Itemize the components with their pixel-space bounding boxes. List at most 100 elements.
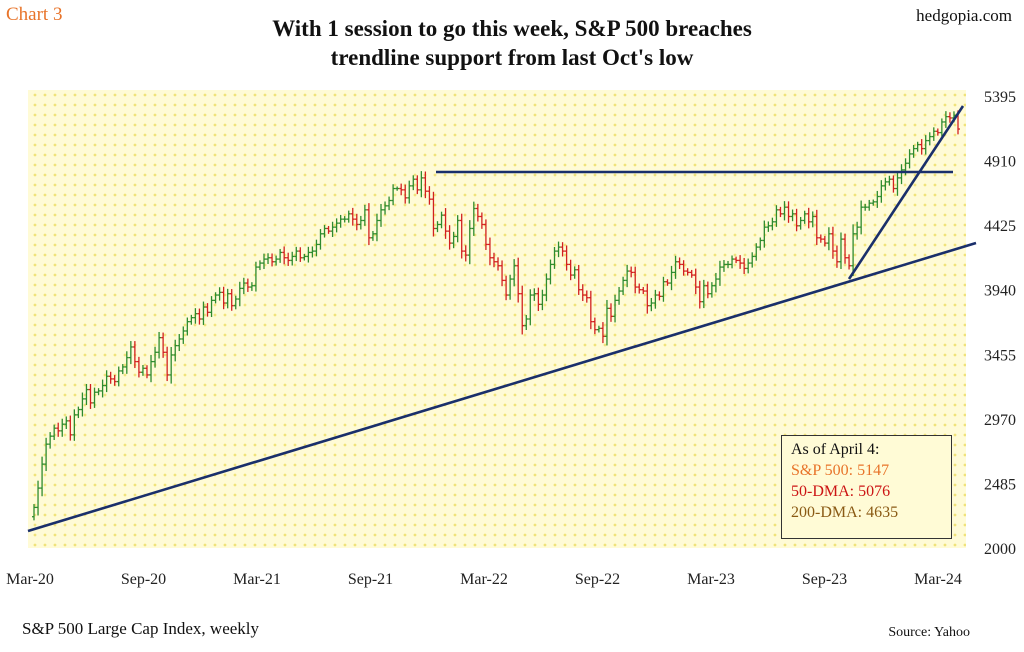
ohlc-bar bbox=[834, 245, 839, 268]
ohlc-bar bbox=[88, 384, 93, 409]
ohlc-bar bbox=[939, 118, 944, 137]
legend-sp500: S&P 500: 5147 bbox=[791, 462, 890, 479]
ohlc-bar bbox=[621, 276, 626, 296]
ohlc-bar bbox=[120, 364, 125, 375]
ohlc-bar bbox=[253, 261, 258, 292]
ohlc-bar bbox=[742, 257, 747, 275]
x-tick-label: Mar-20 bbox=[6, 571, 54, 588]
ohlc-bar bbox=[48, 432, 53, 449]
ohlc-bar bbox=[617, 286, 622, 305]
ohlc-bar bbox=[201, 301, 206, 325]
ohlc-bar bbox=[859, 200, 864, 235]
ohlc-bar bbox=[161, 332, 166, 358]
ohlc-bar bbox=[508, 274, 513, 300]
ohlc-bar bbox=[36, 480, 41, 516]
ohlc-bar bbox=[471, 201, 476, 236]
ohlc-bar bbox=[685, 268, 690, 276]
ohlc-bar bbox=[116, 366, 121, 387]
y-tick-label: 4910 bbox=[984, 154, 1016, 171]
legend-200dma: 200-DMA: 4635 bbox=[791, 504, 899, 521]
ohlc-bar bbox=[738, 255, 743, 269]
ohlc-bar bbox=[564, 245, 569, 271]
ohlc-bar bbox=[213, 292, 218, 304]
ohlc-bar bbox=[568, 259, 573, 281]
ohlc-bar bbox=[536, 287, 541, 311]
ohlc-bar bbox=[217, 287, 222, 301]
ohlc-bar bbox=[520, 285, 525, 335]
ohlc-bar bbox=[588, 290, 593, 330]
ohlc-bar bbox=[451, 231, 456, 249]
ohlc-bar bbox=[197, 308, 202, 325]
ohlc-bar bbox=[136, 356, 141, 378]
chart-number: Chart 3 bbox=[6, 4, 63, 25]
ohlc-bar bbox=[927, 132, 932, 146]
brand-watermark: hedgopia.com bbox=[916, 6, 1012, 25]
ohlc-bar bbox=[346, 210, 351, 223]
ohlc-bar bbox=[209, 296, 214, 318]
ohlc-bar bbox=[245, 278, 250, 292]
ohlc-bar bbox=[782, 201, 787, 221]
x-tick-label: Mar-24 bbox=[914, 571, 962, 588]
ohlc-bar bbox=[701, 279, 706, 309]
ohlc-bar bbox=[100, 379, 105, 398]
ohlc-bar bbox=[427, 186, 432, 205]
ohlc-bar bbox=[354, 213, 359, 231]
ohlc-bar bbox=[96, 388, 101, 396]
ohlc-bar bbox=[370, 230, 375, 241]
ohlc-bar bbox=[798, 216, 803, 230]
ohlc-bar bbox=[350, 207, 355, 226]
ohlc-bar bbox=[576, 264, 581, 295]
ohlc-bar bbox=[92, 387, 97, 408]
ohlc-bar bbox=[455, 215, 460, 243]
ohlc-bar bbox=[516, 257, 521, 303]
ohlc-bar bbox=[512, 259, 517, 287]
legend-heading: As of April 4: bbox=[791, 441, 880, 458]
ohlc-bar bbox=[697, 280, 702, 309]
ohlc-bar bbox=[661, 276, 666, 302]
ohlc-bar bbox=[693, 268, 698, 295]
title-line-1: With 1 session to go this week, S&P 500 … bbox=[272, 16, 752, 41]
ohlc-bar bbox=[140, 365, 145, 376]
ohlc-bar bbox=[713, 272, 718, 293]
ohlc-bar bbox=[851, 224, 856, 277]
x-tick-label: Mar-21 bbox=[233, 571, 281, 588]
ohlc-bar bbox=[826, 227, 831, 251]
ohlc-bar bbox=[435, 221, 440, 233]
ohlc-bar bbox=[524, 315, 529, 331]
ohlc-bar bbox=[229, 289, 234, 311]
ohlc-bar bbox=[483, 219, 488, 250]
ohlc-bar bbox=[84, 383, 89, 405]
ohlc-bar bbox=[653, 289, 658, 309]
x-tick-label: Sep-21 bbox=[348, 571, 393, 588]
ohlc-bar bbox=[891, 175, 896, 193]
ohlc-bar bbox=[847, 254, 852, 270]
ohlc-bar bbox=[334, 218, 339, 233]
ohlc-bar bbox=[500, 260, 505, 287]
x-tick-label: Mar-23 bbox=[687, 571, 735, 588]
long-term-support-trendline bbox=[27, 241, 977, 533]
ohlc-bar bbox=[730, 255, 735, 269]
ohlc-bar bbox=[645, 283, 650, 314]
ohlc-bar bbox=[225, 288, 230, 309]
ohlc-bar bbox=[532, 288, 537, 301]
ohlc-bar bbox=[407, 180, 412, 204]
ohlc-bar bbox=[717, 260, 722, 286]
legend-box: As of April 4: S&P 500: 5147 50-DMA: 507… bbox=[781, 435, 952, 539]
ohlc-bar bbox=[818, 234, 823, 243]
ohlc-bar bbox=[237, 281, 242, 307]
x-tick-label: Mar-22 bbox=[460, 571, 508, 588]
ohlc-bar bbox=[705, 281, 710, 299]
ohlc-bar bbox=[338, 214, 343, 228]
ohlc-bar bbox=[76, 406, 81, 419]
ohlc-bar bbox=[266, 253, 271, 265]
ohlc-bar bbox=[637, 283, 642, 294]
ohlc-bar bbox=[80, 392, 85, 417]
ohlc-bar bbox=[257, 260, 262, 271]
ohlc-bar bbox=[177, 334, 182, 352]
ohlc-bar bbox=[270, 253, 275, 267]
ohlc-bar bbox=[806, 207, 811, 229]
ohlc-bar bbox=[822, 236, 827, 247]
ohlc-bar bbox=[193, 308, 198, 324]
title-line-2: trendline support from last Oct's low bbox=[330, 45, 694, 70]
ohlc-bar bbox=[947, 112, 952, 123]
